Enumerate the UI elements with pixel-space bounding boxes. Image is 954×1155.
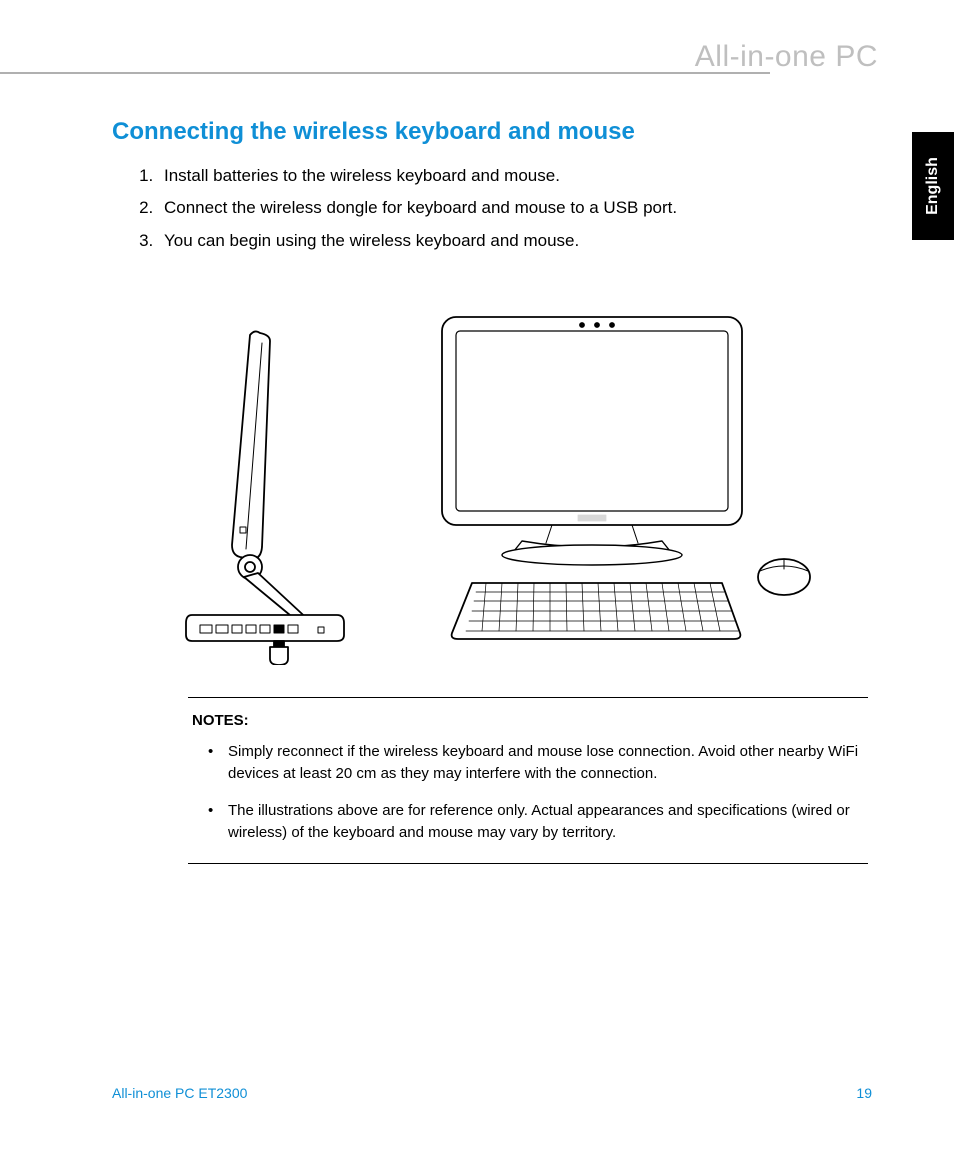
usb-dongle-icon <box>270 641 288 665</box>
step-item: You can begin using the wireless keyboar… <box>158 225 872 257</box>
page-content: Connecting the wireless keyboard and mou… <box>112 118 872 864</box>
wireless-keyboard-icon <box>452 583 741 639</box>
language-label: English <box>924 157 942 215</box>
language-tab: English <box>912 132 954 240</box>
instruction-steps: Install batteries to the wireless keyboa… <box>158 160 872 257</box>
product-illustration <box>112 285 872 665</box>
product-title: All-in-one PC <box>695 40 878 74</box>
notes-title: NOTES: <box>192 712 868 729</box>
note-item: The illustrations above are for referenc… <box>188 800 868 845</box>
footer-model: All-in-one PC ET2300 <box>112 1085 247 1101</box>
footer-page-number: 19 <box>856 1085 872 1101</box>
pc-side-view-icon <box>162 315 362 665</box>
step-item: Install batteries to the wireless keyboa… <box>158 160 872 192</box>
notes-block: NOTES: Simply reconnect if the wireless … <box>188 697 868 864</box>
header-rule <box>0 72 770 74</box>
section-heading: Connecting the wireless keyboard and mou… <box>112 118 872 146</box>
pc-front-view-icon <box>402 305 822 665</box>
notes-list: Simply reconnect if the wireless keyboar… <box>188 741 868 845</box>
page-footer: All-in-one PC ET2300 19 <box>112 1085 872 1101</box>
wireless-mouse-icon <box>758 559 810 595</box>
note-item: Simply reconnect if the wireless keyboar… <box>188 741 868 786</box>
step-item: Connect the wireless dongle for keyboard… <box>158 192 872 224</box>
